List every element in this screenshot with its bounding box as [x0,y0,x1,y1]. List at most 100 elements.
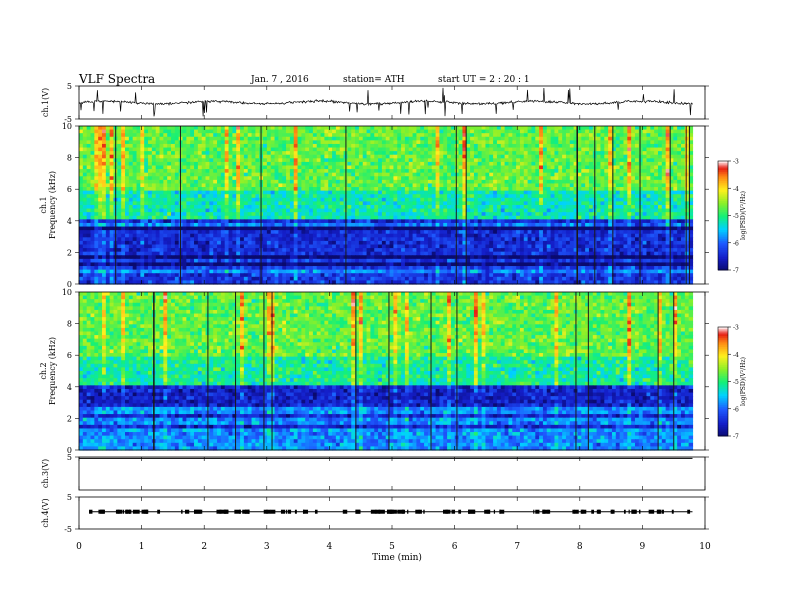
spectrogram-ch1-cell [677,161,682,167]
spectrogram-ch1-cell [611,187,617,192]
spectrogram-ch1-cell [550,129,556,134]
spectrogram-ch1-cell [378,169,383,174]
spectrogram-ch1-cell [140,169,145,174]
spectrogram-ch1-cell [581,165,586,170]
spectrogram-ch1-cell [328,205,333,210]
spectrogram-ch1-cell [477,136,483,141]
spectrogram-ch1-cell [661,169,667,174]
spectrogram-ch1-cell [527,179,533,185]
spectrogram-ch1-cell [174,194,180,199]
spectrogram-ch1-cell [148,179,153,185]
spectrogram-ch1-cell [408,179,414,185]
spectrogram-ch1-cell [462,151,467,156]
spectrogram-ch1-cell [136,183,141,188]
spectrogram-ch1-cell [186,126,191,131]
spectrogram-ch1-cell [627,219,632,224]
spectrogram-ch1-cell [197,151,203,156]
spectrogram-ch1-cell [205,158,210,163]
spectrogram-ch1-cell [539,205,544,210]
spectrogram-ch1-cell [320,147,325,152]
spectrogram-ch1-cell [289,222,295,228]
spectrogram-ch1-cell [362,208,368,213]
spectrogram-ch1-cell [286,140,291,145]
spectrogram-ch1-cell [485,126,490,131]
spectrogram-ch1-cell [600,219,605,224]
spectrogram-ch1-cell [312,233,318,238]
spectrogram-ch1-cell [458,215,464,220]
spectrogram-ch1-cell [562,126,567,131]
spectrogram-ch1-cell [531,208,536,213]
spectrogram-ch1-cell [351,151,356,156]
spectrogram-ch1-cell [171,154,176,159]
spectrogram-ch1-cell [588,212,594,217]
spectrogram-ch1-cell [263,165,268,170]
spectrogram-ch1-cell [132,147,138,152]
spectrogram-ch1-cell [144,165,149,170]
spectrogram-ch1-cell [320,179,325,185]
spectrogram-ch1-cell [638,222,644,228]
spectrogram-ch1-cell [435,129,441,134]
spectrogram-ch1-cell [186,179,191,185]
spectrogram-ch1-cell [477,201,483,206]
spectrogram-ch1-cell [588,136,594,141]
spectrogram-ch1-cell [293,129,299,134]
spectrogram-ch1-cell [477,194,483,199]
spectrogram-ch1-cell [588,143,594,149]
spectrogram-ch1-cell [381,190,387,195]
spectrogram-ch1-cell [466,226,471,231]
spectrogram-ch1-cell [301,161,306,167]
spectrogram-ch1-cell [424,158,429,163]
spectrogram-ch1-cell [424,143,429,149]
spectrogram-ch1-cell [404,140,410,145]
spectrogram-ch1-cell [554,161,559,167]
spectrogram-ch1-cell [615,183,621,188]
spectrogram-ch1-cell [205,219,210,224]
spectrogram-ch1-cell [94,208,99,213]
spectrogram-ch1-cell [539,143,544,149]
spectrogram-ch1-cell [523,194,529,199]
spectrogram-ch1-cell [573,230,579,235]
spectrogram-ch1-cell [263,212,268,217]
spectrogram-ch1-cell [381,143,387,149]
spectrogram-ch1-cell [473,129,479,134]
spectrogram-ch1-cell [684,233,690,238]
spectrogram-ch1-cell [531,183,536,188]
spectrogram-ch1-cell [516,194,521,199]
spectrogram-ch1-cell [504,140,510,145]
spectrogram-ch1-cell [86,151,92,156]
spectrogram-ch1-cell [125,169,130,174]
spectrogram-ch1-cell [611,208,617,213]
spectrogram-ch1-cell [684,201,690,206]
spectrogram-ch1-cell [144,179,149,185]
spectrogram-ch1-cell [362,201,368,206]
spectrogram-ch1-cell [631,219,636,224]
spectrogram-ch1-cell [397,194,402,199]
spectrogram-ch1-cell [454,205,460,210]
spectrogram-ch1-cell [512,169,517,174]
spectrogram-ch1-cell [435,176,441,181]
spectrogram-ch1-cell [335,158,341,163]
spectrogram-ch1-cell [489,187,494,192]
spectrogram-ch1-cell [596,222,602,228]
spectrogram-ch1-cell [673,129,678,134]
spectrogram-ch1-cell [454,226,460,231]
spectrogram-ch1-cell [232,201,237,206]
spectrogram-ch1-cell [128,147,134,152]
spectrogram-ch1-cell [240,208,245,213]
spectrogram-ch1-cell [174,133,180,138]
spectrogram-ch1-cell [404,129,410,134]
spectrogram-ch1-cell [642,143,648,149]
spectrogram-ch1-cell [347,169,352,174]
spectrogram-ch1-cell [194,169,199,174]
spectrogram-ch1-cell [404,205,410,210]
spectrogram-ch1-cell [90,126,95,131]
spectrogram-ch1-cell [424,129,429,134]
spectrogram-ch1-cell [378,230,383,235]
spectrogram-ch1-cell [255,172,260,177]
spectrogram-ch1-cell [558,129,563,134]
spectrogram-ch1-cell [627,126,632,131]
spectrogram-ch1-cell [190,183,195,188]
spectrogram-ch1-cell [523,151,529,156]
spectrogram-ch1-cell [585,126,590,131]
spectrogram-ch1-cell [182,219,187,224]
